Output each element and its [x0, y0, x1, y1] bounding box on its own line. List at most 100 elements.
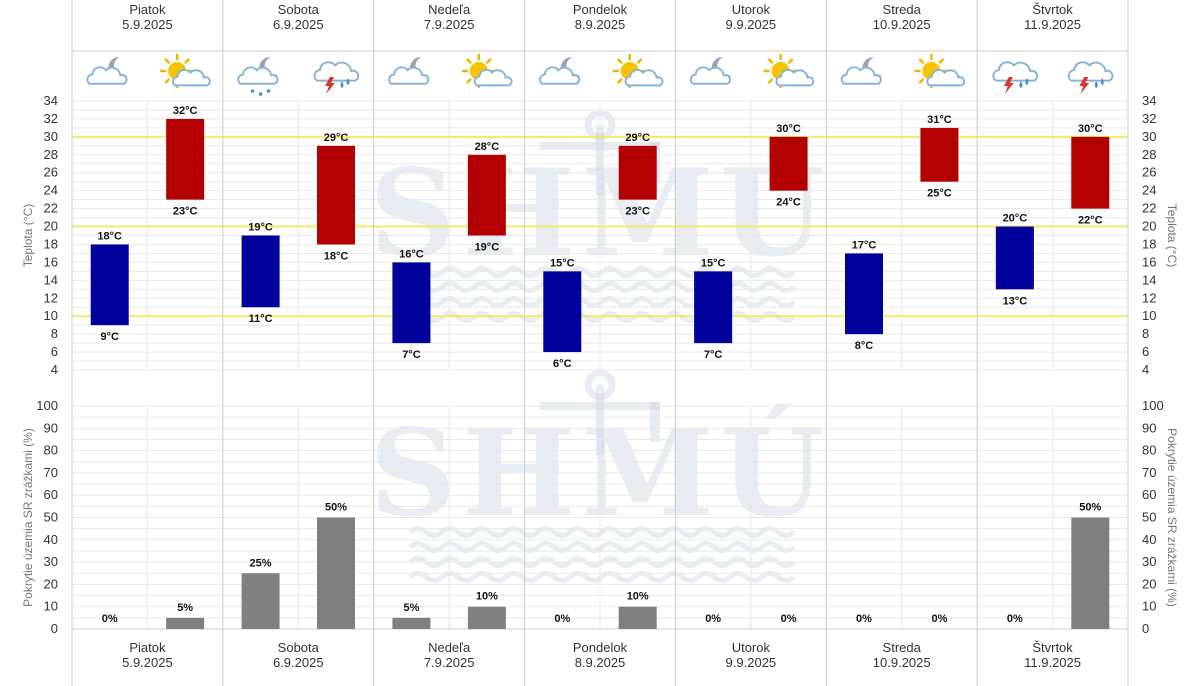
precip-tick-left: 70	[44, 465, 58, 480]
sun-ray	[184, 58, 190, 64]
cloud-moon-icon	[840, 56, 882, 85]
axes: 4 4 6 6 8 8 10 10 12 12 14 14 16 16 18 18 20 20 22 22 24 24 26…	[21, 93, 1179, 636]
precip-tick-right: 70	[1142, 465, 1156, 480]
lightning-bolt	[325, 77, 335, 94]
precip-tick-left: 10	[44, 599, 58, 614]
temp-tick-left: 22	[44, 201, 58, 216]
header-day-name: Pondelok	[573, 2, 628, 17]
precip-value-label: 0%	[931, 613, 947, 625]
temp-range-bar	[995, 226, 1034, 290]
rain-drop	[1094, 81, 1098, 88]
footer-day-date: 10.9.2025	[873, 655, 931, 670]
temp-min-label: 11°C	[249, 313, 273, 325]
cloud-shape	[539, 66, 581, 85]
temp-axis-title-right: Teplota (°C)	[1165, 204, 1179, 268]
cloud-shape	[1067, 61, 1114, 82]
watermark-text: SHMÚ	[369, 403, 831, 544]
temp-tick-left: 28	[44, 147, 58, 162]
precip-tick-right: 40	[1142, 532, 1156, 547]
temp-tick-left: 26	[44, 165, 58, 180]
temp-tick-left: 8	[51, 326, 58, 341]
temp-range-bar	[241, 235, 280, 308]
cloud-storm-icon	[1067, 61, 1114, 94]
precip-tick-left: 50	[44, 510, 58, 525]
footer-day-name: Štvrtok	[1032, 640, 1073, 655]
cloud-shape	[313, 61, 360, 82]
footer-day-name: Pondelok	[573, 640, 628, 655]
precip-value-label: 0%	[781, 613, 797, 625]
cloud-shape	[926, 68, 966, 87]
lightning-bolt	[1079, 77, 1090, 94]
sun-ray	[617, 78, 623, 84]
temp-tick-left: 20	[44, 219, 58, 234]
precip-bar	[392, 617, 431, 629]
temp-max-label: 17°C	[852, 239, 877, 251]
rain-drop	[266, 89, 271, 93]
temp-tick-right: 12	[1142, 290, 1156, 305]
temp-tick-right: 8	[1142, 326, 1149, 341]
cloud-shape	[172, 68, 211, 87]
watermark-top: SHMÚ	[369, 109, 825, 323]
watermark-wave	[408, 571, 796, 583]
temp-range-bar	[90, 244, 129, 326]
temp-max-label: 15°C	[550, 257, 575, 269]
header-day-name: Nedeľa	[428, 2, 471, 17]
precip-tick-right: 30	[1142, 554, 1156, 569]
temp-tick-right: 24	[1142, 183, 1156, 198]
header-day-name: Utorok	[732, 2, 771, 17]
temp-range-bar	[618, 145, 657, 200]
temp-range-bar	[392, 262, 431, 344]
temp-tick-left: 34	[44, 93, 58, 108]
watermark-wave	[408, 526, 796, 538]
temp-max-label: 15°C	[701, 257, 726, 269]
precip-axis-title-left: Pokrytie územia SR zrážkami (%)	[21, 428, 35, 607]
header-day-date: 6.9.2025	[273, 17, 324, 32]
temp-tick-left: 4	[51, 362, 58, 377]
weather-icons	[86, 53, 1114, 96]
frame-layer	[71, 0, 1129, 686]
watermark-mark	[650, 402, 660, 442]
temp-max-label: 19°C	[248, 222, 273, 234]
precip-value-label: 0%	[705, 613, 721, 625]
temp-tick-left: 12	[44, 290, 58, 305]
temp-tick-left: 18	[44, 236, 58, 251]
footer-day-date: 5.9.2025	[122, 655, 173, 670]
precip-tick-left: 90	[44, 420, 58, 435]
cloud-shape	[473, 68, 513, 87]
precip-tick-right: 50	[1142, 510, 1156, 525]
footer-day-date: 11.9.2025	[1024, 655, 1081, 670]
precip-bar	[241, 573, 280, 629]
temp-range-bar	[467, 154, 506, 236]
temp-max-label: 29°C	[324, 132, 349, 144]
cloud-shape	[237, 66, 279, 85]
rain-drop	[1025, 78, 1029, 85]
header-day-date: 7.9.2025	[424, 17, 475, 32]
temp-tick-left: 30	[44, 129, 58, 144]
watermark-mark	[584, 369, 616, 401]
precip-bar	[317, 517, 355, 629]
sun-ray	[466, 78, 472, 84]
sun-ray	[164, 58, 170, 64]
temp-tick-right: 28	[1142, 147, 1156, 162]
precip-tick-left: 60	[44, 487, 58, 502]
temp-range-bar	[1071, 136, 1110, 209]
temp-max-label: 30°C	[1078, 123, 1103, 135]
cloud-shape	[689, 66, 731, 85]
cloud-moon-icon	[388, 56, 430, 85]
precip-tick-right: 100	[1142, 398, 1164, 413]
temp-min-label: 7°C	[704, 349, 723, 361]
temp-min-label: 7°C	[402, 349, 421, 361]
sun-ray	[768, 78, 774, 84]
precip-tick-left: 40	[44, 532, 58, 547]
rain-drop	[346, 78, 350, 85]
cloud-moon-icon	[86, 56, 128, 85]
temp-range-bar	[845, 253, 883, 335]
precip-tick-left: 30	[44, 554, 58, 569]
sun-ray	[617, 58, 623, 64]
precip-bar	[618, 606, 657, 629]
precip-axis-title-right: Pokrytie územia SR zrážkami (%)	[1165, 428, 1179, 607]
header-day-date: 9.9.2025	[726, 17, 777, 32]
temp-min-label: 18°C	[324, 250, 349, 262]
